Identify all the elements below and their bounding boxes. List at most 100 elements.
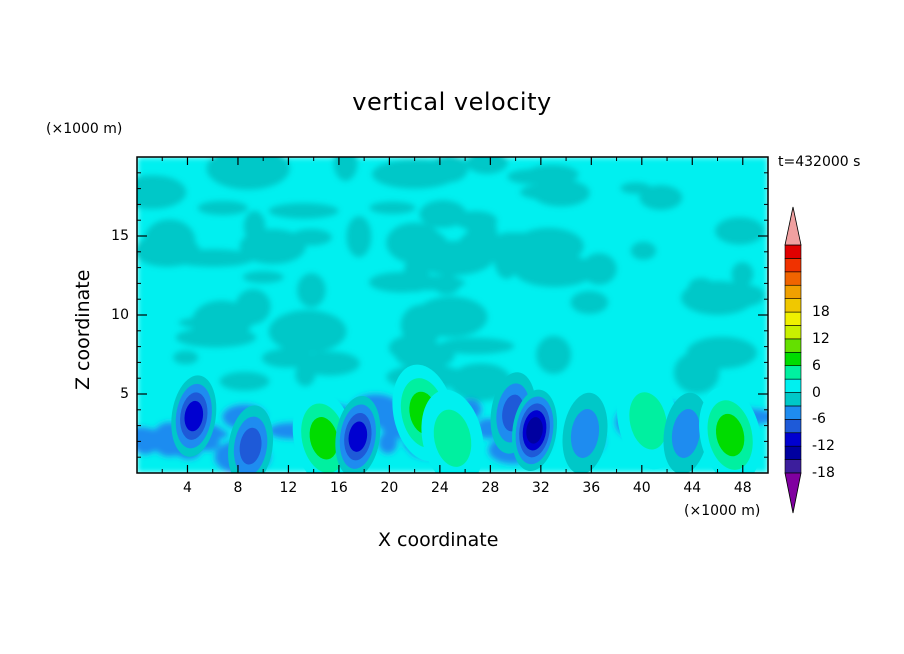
- colorbar-segment: [784, 365, 802, 380]
- x-tick-label: 20: [380, 480, 399, 496]
- colorbar-segment: [784, 419, 802, 434]
- field-patch: [437, 337, 515, 355]
- colorbar-segment: [784, 405, 802, 420]
- contour-level: [715, 413, 745, 457]
- field-patch: [137, 174, 187, 210]
- colorbar-tick-label: -12: [812, 438, 835, 455]
- x-tick-label: 32: [531, 480, 550, 496]
- contour-level: [184, 400, 204, 432]
- field-patch: [570, 290, 609, 315]
- field-patch: [371, 159, 458, 190]
- y-axis-unit: (×1000 m): [46, 121, 123, 137]
- x-tick-label: 12: [279, 480, 298, 496]
- field-patch: [268, 309, 347, 353]
- contour-level: [671, 409, 701, 458]
- x-tick-label: 40: [632, 480, 651, 496]
- y-tick-label: 15: [111, 228, 129, 244]
- contour-level: [526, 417, 543, 444]
- field-patch: [519, 183, 586, 201]
- field-patch: [722, 284, 766, 307]
- field-feature: [663, 392, 709, 473]
- colorbar-max-arrow: [784, 206, 802, 246]
- x-tick-label: 44: [683, 480, 702, 496]
- field-patch: [191, 300, 252, 344]
- colorbar-segment: [784, 338, 802, 353]
- field-patch: [414, 296, 488, 338]
- field-patch: [268, 202, 339, 219]
- field-feature: [335, 395, 381, 473]
- colorbar-tick-label: 18: [812, 304, 830, 321]
- field-patch: [219, 371, 270, 391]
- colorbar-tick-label: -6: [812, 411, 826, 428]
- field-patch: [714, 216, 765, 245]
- field-patch: [377, 431, 398, 455]
- field-patch: [197, 200, 249, 216]
- colorbar-segment: [784, 271, 802, 286]
- field-patch: [454, 210, 498, 231]
- field-patch: [143, 219, 196, 263]
- field-patch: [346, 215, 372, 258]
- field-patch: [242, 270, 284, 284]
- field-patch: [172, 350, 199, 365]
- colorbar-segment: [784, 351, 802, 367]
- field-patch: [243, 210, 266, 242]
- contour-level: [309, 417, 338, 460]
- field-patch: [369, 201, 416, 215]
- y-tick-label: 5: [120, 386, 129, 402]
- field-feature: [421, 389, 484, 473]
- colorbar-segment: [784, 445, 802, 460]
- contour-level: [433, 409, 472, 467]
- colorbar-tick-label: 6: [812, 357, 821, 374]
- field-patch: [673, 351, 720, 394]
- colorbar-segment: [784, 298, 802, 313]
- time-label: t=432000 s: [778, 154, 861, 170]
- y-tick-label: 10: [111, 307, 129, 323]
- colorbar-tick-label: 12: [812, 330, 830, 347]
- colorbar-segment: [784, 459, 802, 474]
- colorbar-segment: [784, 325, 802, 340]
- axis-ticks: [137, 157, 768, 473]
- contour-level: [348, 421, 368, 452]
- field-feature: [699, 386, 762, 473]
- x-tick-label: 8: [233, 480, 243, 496]
- field-feature: [562, 392, 608, 473]
- x-tick-label: 24: [430, 480, 449, 496]
- colorbar-tick-label: -18: [812, 465, 835, 481]
- contour-field: [137, 157, 768, 473]
- field-patch: [299, 351, 361, 376]
- colorbar-segment: [784, 284, 802, 299]
- field-patch: [413, 240, 494, 276]
- x-axis-unit: (×1000 m): [684, 503, 761, 519]
- field-patch: [535, 335, 572, 375]
- colorbar-segment: [784, 244, 802, 259]
- field-patch: [639, 184, 683, 211]
- field-patch: [384, 275, 466, 291]
- colorbar-segment: [784, 311, 802, 326]
- colorbar-segment: [784, 392, 802, 407]
- field-patch: [731, 261, 754, 287]
- y-axis-label: Z coordinate: [72, 269, 94, 390]
- colorbar-segment: [784, 378, 802, 393]
- contour-level: [570, 409, 600, 458]
- colorbar-tick-label: 0: [812, 384, 821, 401]
- colorbar: [784, 206, 802, 514]
- colorbar-min-arrow: [784, 472, 802, 514]
- field-patch: [507, 168, 555, 185]
- contour-level: [629, 392, 667, 450]
- x-tick-label: 48: [733, 480, 752, 496]
- field-feature: [228, 405, 274, 473]
- field-patch: [630, 241, 657, 261]
- x-axis-label: X coordinate: [378, 529, 499, 551]
- field-patch: [137, 434, 159, 455]
- x-tick-label: 36: [582, 480, 601, 496]
- field-patch: [581, 252, 617, 286]
- field-patch: [333, 157, 358, 182]
- colorbar-segment: [784, 432, 802, 447]
- contour-level: [239, 427, 262, 465]
- colorbar-segment: [784, 258, 802, 273]
- chart-title: vertical velocity: [352, 88, 552, 116]
- x-tick-label: 16: [329, 480, 348, 496]
- x-tick-label: 28: [481, 480, 500, 496]
